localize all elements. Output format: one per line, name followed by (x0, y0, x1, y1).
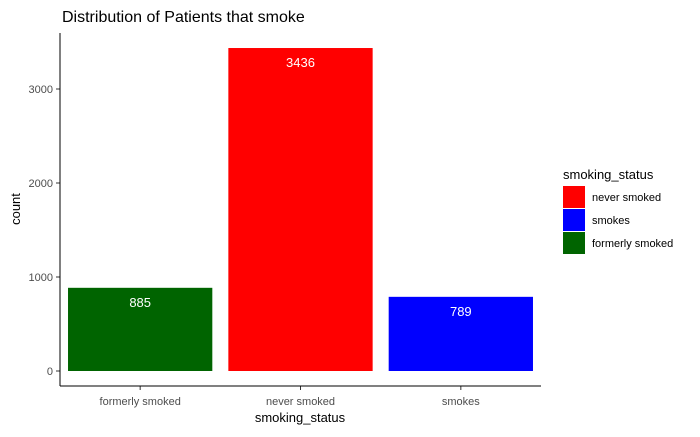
bars (68, 48, 533, 372)
legend-swatch (563, 209, 585, 231)
bar-value-label: 789 (450, 304, 472, 319)
bar-value-label: 885 (129, 295, 151, 310)
legend-swatch (563, 232, 585, 254)
x-axis: formerly smoked never smoked smokes (100, 386, 480, 408)
bar-smokes (388, 296, 533, 371)
bar-never-smoked (228, 48, 373, 372)
y-axis-title: count (8, 193, 23, 225)
legend-label: smokes (592, 215, 630, 227)
bar-value-label: 3436 (286, 55, 315, 70)
legend-title: smoking_status (563, 167, 654, 182)
y-tick-label: 0 (47, 366, 53, 378)
bar-formerly-smoked (68, 287, 213, 371)
legend: smoking_status never smoked smokes formerl… (563, 167, 673, 254)
y-tick-label: 2000 (29, 178, 53, 190)
x-tick-label: never smoked (266, 396, 335, 408)
legend-label: never smoked (592, 192, 661, 204)
data-labels: 885 3436 789 (129, 55, 471, 319)
x-axis-title: smoking_status (255, 410, 346, 425)
x-tick-label: smokes (442, 396, 480, 408)
legend-swatch (563, 186, 585, 208)
y-tick-label: 1000 (29, 272, 53, 284)
y-axis: 0 1000 2000 3000 (29, 84, 60, 378)
legend-label: formerly smoked (592, 238, 673, 250)
chart-title: Distribution of Patients that smoke (62, 9, 305, 26)
x-tick-label: formerly smoked (100, 396, 181, 408)
y-tick-label: 3000 (29, 84, 53, 96)
